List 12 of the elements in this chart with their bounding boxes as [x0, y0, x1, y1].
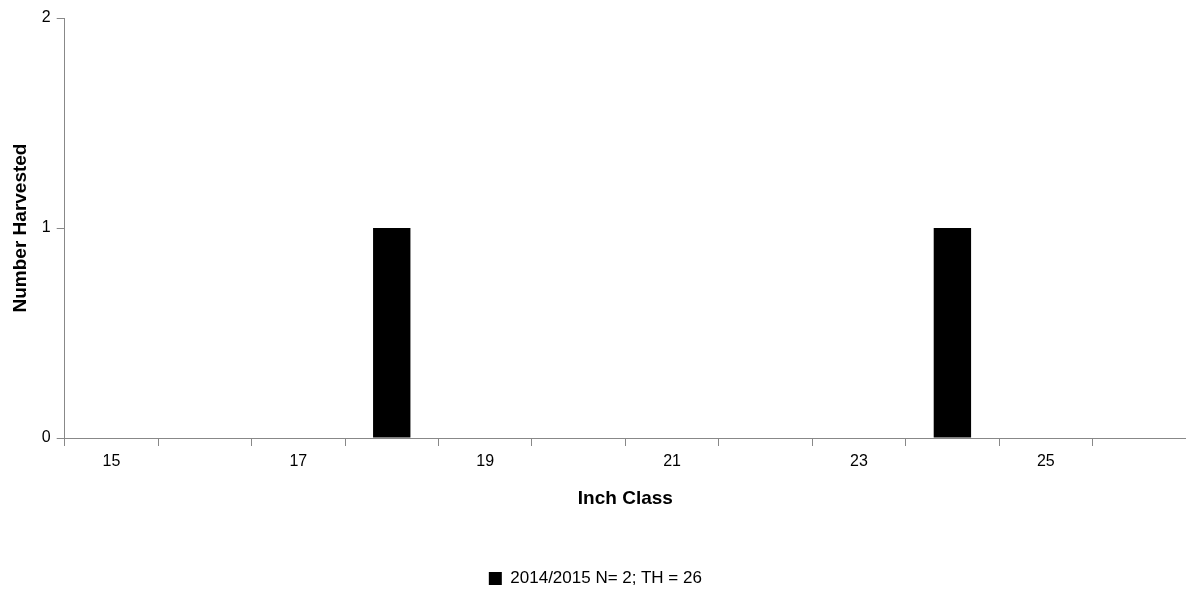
- x-tick-label: 25: [1036, 452, 1055, 470]
- y-tick-label: 2: [41, 8, 51, 26]
- x-tick-label: 17: [289, 452, 308, 470]
- y-axis-title: Number Harvested: [8, 143, 30, 313]
- x-tick-label: 19: [476, 452, 495, 470]
- x-tick-label: 23: [850, 452, 868, 470]
- x-axis-title: Inch Class: [577, 486, 673, 508]
- y-tick-label: 0: [41, 428, 51, 446]
- y-tick-label: 1: [41, 218, 51, 236]
- legend-label: 2014/2015 N= 2; TH = 26: [510, 568, 702, 588]
- x-tick-label: 15: [102, 452, 121, 470]
- x-tick-label: 21: [663, 452, 682, 470]
